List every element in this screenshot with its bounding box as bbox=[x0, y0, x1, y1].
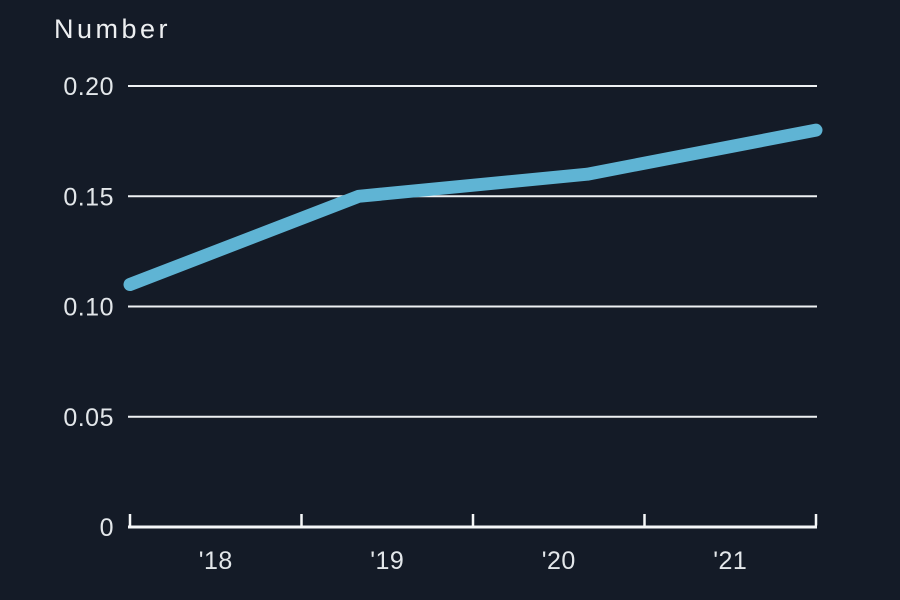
data-line bbox=[123, 123, 823, 291]
x-tick-label: '18 bbox=[199, 547, 233, 575]
y-tick-label: 0 bbox=[100, 514, 114, 542]
x-tick-label: '20 bbox=[542, 547, 576, 575]
gridlines bbox=[128, 85, 817, 418]
chart-title: Number bbox=[54, 14, 172, 44]
y-tick-label: 0.20 bbox=[63, 73, 114, 101]
x-axis-labels: '18 '19 '20 '21 bbox=[199, 547, 747, 575]
x-tick-label: '21 bbox=[713, 547, 747, 575]
y-axis-labels: 0 0.05 0.10 0.15 0.20 bbox=[63, 73, 114, 542]
y-tick-label: 0.05 bbox=[63, 404, 114, 432]
x-axis bbox=[128, 514, 818, 529]
x-tick-label: '19 bbox=[370, 547, 404, 575]
y-tick-label: 0.10 bbox=[63, 294, 114, 322]
y-tick-label: 0.15 bbox=[63, 183, 114, 211]
